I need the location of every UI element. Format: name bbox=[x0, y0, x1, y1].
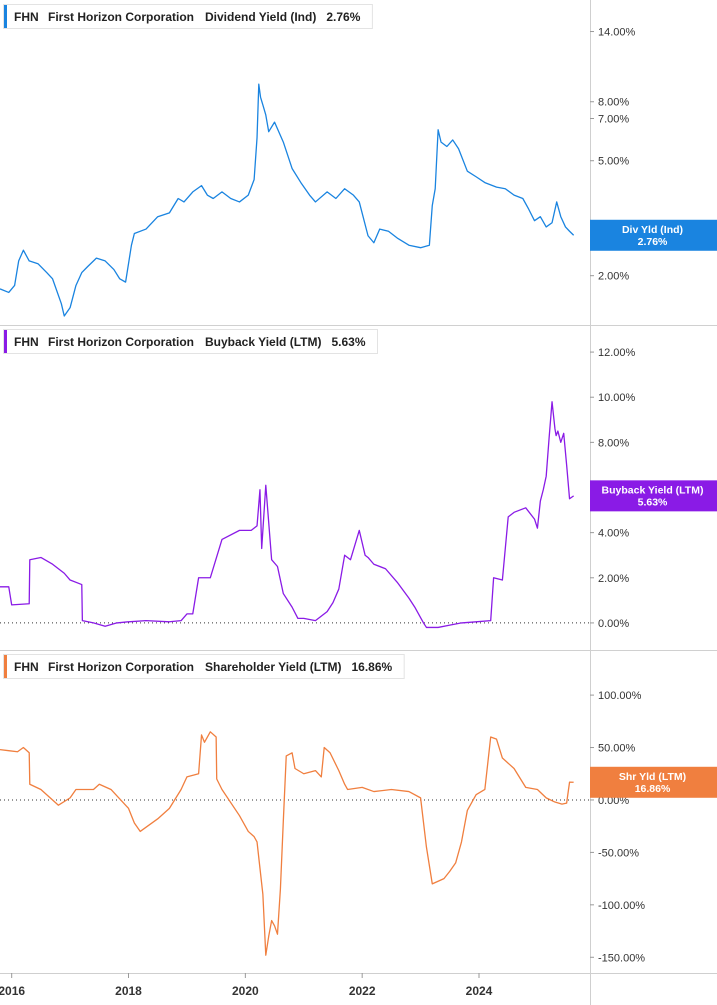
x-tick-label: 2016 bbox=[0, 984, 25, 998]
y-tick-label: 0.00% bbox=[598, 618, 629, 630]
panel-2: 0.00% 2.00% 4.00% 8.00% 10.00% 12.00% Buyback … bbox=[0, 325, 717, 650]
x-tick-label: 2020 bbox=[232, 984, 259, 998]
legend-metric: Dividend Yield (Ind) bbox=[205, 10, 316, 24]
series-line bbox=[0, 401, 575, 629]
x-axis: 2016 2018 2020 2022 2024 bbox=[0, 973, 717, 1005]
y-tick-label: 14.00% bbox=[598, 27, 636, 39]
panel-3: -150.00% -100.00% -50.00% 0.00% 50.00% 100.00… bbox=[0, 650, 717, 973]
legend-company: First Horizon Corporation bbox=[48, 660, 194, 674]
legend-color-marker bbox=[4, 5, 7, 28]
x-tick-label: 2022 bbox=[349, 984, 376, 998]
y-tick-label: 5.00% bbox=[598, 156, 629, 168]
y-tick-label: 50.00% bbox=[598, 743, 636, 755]
legend-color-marker bbox=[4, 655, 7, 678]
last-value-badge bbox=[590, 219, 717, 251]
y-tick-label: -100.00% bbox=[598, 900, 645, 912]
legend-metric: Shareholder Yield (LTM) bbox=[205, 660, 341, 674]
y-tick-label: 4.00% bbox=[598, 528, 629, 540]
last-value-badge bbox=[590, 480, 717, 512]
y-tick-label: 8.00% bbox=[598, 437, 629, 449]
legend-color-marker bbox=[4, 330, 7, 353]
badge-value: 5.63% bbox=[638, 496, 668, 508]
badge-series-label: Shr Yld (LTM) bbox=[619, 771, 686, 783]
legend-value: 5.63% bbox=[331, 335, 365, 349]
y-tick-label: 100.00% bbox=[598, 690, 642, 702]
badge-series-label: Buyback Yield (LTM) bbox=[602, 484, 704, 496]
y-tick-label: 0.00% bbox=[598, 795, 629, 807]
legend: FHN First Horizon Corporation Dividend Yie… bbox=[3, 4, 373, 29]
y-tick-label: 8.00% bbox=[598, 97, 629, 109]
legend-box bbox=[3, 4, 373, 29]
legend: FHN First Horizon Corporation Buyback Yiel… bbox=[3, 329, 378, 354]
y-tick-label: 7.00% bbox=[598, 114, 629, 126]
legend-metric: Buyback Yield (LTM) bbox=[205, 335, 321, 349]
legend-ticker: FHN bbox=[14, 10, 39, 24]
legend-box bbox=[3, 654, 405, 679]
x-tick-label: 2024 bbox=[466, 984, 493, 998]
panel-1: 2.00%5.00%7.00%8.00%14.00%Div Yld (Ind)2… bbox=[0, 0, 717, 325]
legend-company: First Horizon Corporation bbox=[48, 10, 194, 24]
badge-value: 2.76% bbox=[638, 236, 668, 248]
legend-ticker: FHN bbox=[14, 660, 39, 674]
legend-ticker: FHN bbox=[14, 335, 39, 349]
y-tick-label: -50.00% bbox=[598, 847, 639, 859]
y-tick-label: -150.00% bbox=[598, 952, 645, 964]
legend: FHN First Horizon Corporation Shareholder … bbox=[3, 654, 405, 679]
badge-value: 16.86% bbox=[635, 783, 671, 795]
last-value-badge bbox=[590, 766, 717, 798]
series-line bbox=[0, 83, 575, 317]
x-tick-label: 2018 bbox=[115, 984, 142, 998]
legend-company: First Horizon Corporation bbox=[48, 335, 194, 349]
legend-box bbox=[3, 329, 378, 354]
y-tick-label: 2.00% bbox=[598, 573, 629, 585]
chart-panels: 2.00%5.00%7.00%8.00%14.00%Div Yld (Ind)2… bbox=[0, 0, 717, 973]
y-tick-label: 2.00% bbox=[598, 271, 629, 283]
legend-value: 2.76% bbox=[326, 10, 360, 24]
y-tick-label: 12.00% bbox=[598, 347, 636, 359]
legend-value: 16.86% bbox=[351, 660, 392, 674]
series-line bbox=[0, 731, 574, 956]
y-tick-label: 10.00% bbox=[598, 392, 636, 404]
badge-series-label: Div Yld (Ind) bbox=[622, 224, 683, 236]
